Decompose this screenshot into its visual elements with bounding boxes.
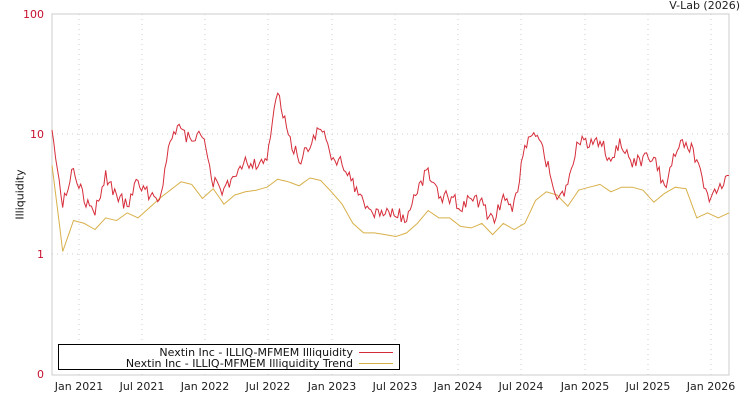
- trend-series-line: [51, 165, 730, 252]
- legend-label: Nextin Inc - ILLIQ-MFMEM Illiquidity Tre…: [125, 357, 353, 370]
- x-tick-label: Jan 2025: [560, 380, 610, 393]
- legend: Nextin Inc - ILLIQ-MFMEM Illiquidity Nex…: [58, 344, 400, 370]
- x-tick-label: Jul 2021: [119, 380, 165, 393]
- x-tick-label: Jan 2024: [433, 380, 483, 393]
- gridlines: [52, 14, 729, 375]
- legend-item-trend: Nextin Inc - ILLIQ-MFMEM Illiquidity Tre…: [126, 357, 393, 370]
- y-tick-100: 100: [23, 8, 44, 21]
- illiquidity-series-line: [51, 92, 730, 225]
- x-tick-label: Jan 2021: [54, 380, 104, 393]
- x-tick-label: Jul 2022: [245, 380, 291, 393]
- legend-swatch-red: [359, 352, 393, 353]
- y-tick-1: 1: [37, 248, 44, 261]
- x-tick-label: Jan 2023: [307, 380, 357, 393]
- credit-label: V-Lab (2026): [669, 0, 740, 12]
- y-tick-10: 10: [30, 128, 44, 141]
- plot-frame: [51, 13, 730, 376]
- legend-item-illiquidity: Nextin Inc - ILLIQ-MFMEM Illiquidity: [159, 346, 393, 359]
- y-axis-title: Illiquidity: [13, 169, 27, 220]
- x-tick-label: Jul 2023: [372, 380, 418, 393]
- x-tick-label: Jul 2025: [625, 380, 671, 393]
- x-tick-label: Jan 2026: [686, 380, 736, 393]
- x-tick-label: Jul 2024: [498, 380, 544, 393]
- y-tick-0: 0: [37, 368, 44, 381]
- legend-label: Nextin Inc - ILLIQ-MFMEM Illiquidity: [159, 346, 353, 359]
- x-tick-label: Jan 2022: [180, 380, 230, 393]
- legend-swatch-gold: [359, 363, 393, 364]
